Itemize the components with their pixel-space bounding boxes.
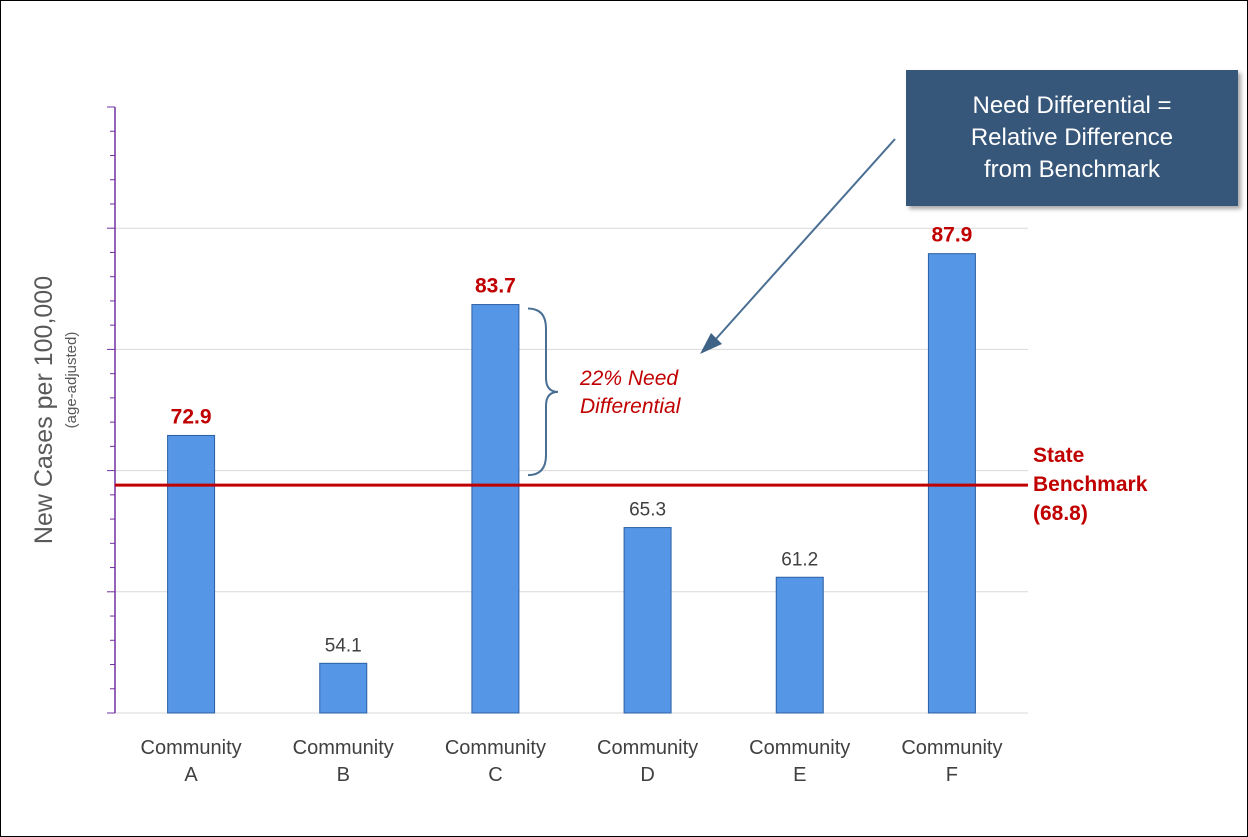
x-tick-label: Community — [749, 737, 850, 759]
data-label: 54.1 — [325, 635, 362, 656]
arrow-head — [700, 333, 722, 354]
benchmark-label: State — [1033, 444, 1084, 467]
data-label: 61.2 — [781, 549, 818, 570]
y-axis-sublabel: (age-adjusted) — [63, 332, 80, 429]
x-tick-label: Community — [597, 737, 698, 759]
data-label: 87.9 — [931, 224, 972, 247]
bars — [167, 253, 976, 714]
data-label: 83.7 — [475, 275, 516, 298]
benchmark-label: (68.8) — [1033, 502, 1088, 525]
y-axis — [107, 106, 116, 714]
bar — [319, 662, 368, 714]
bar — [471, 304, 520, 714]
brace-annotation-label: 22% Need — [579, 367, 679, 390]
bar — [927, 253, 976, 714]
callout-line-3: from Benchmark — [983, 156, 1161, 183]
x-tick-label: Community — [901, 737, 1002, 759]
x-tick-label: Community — [141, 737, 242, 759]
callout-line-1: Need Differential = — [972, 92, 1172, 119]
callout-arrow — [714, 138, 896, 341]
value-labels: 72.9 54.1 83.7 65.3 61.2 87.9 — [171, 224, 973, 657]
bar — [623, 527, 672, 714]
need-differential-annotation: 22% Need Differential — [527, 138, 896, 477]
bar — [775, 576, 824, 714]
x-tick-label: C — [488, 764, 502, 786]
data-label: 65.3 — [629, 500, 666, 521]
x-tick-label: E — [793, 764, 806, 786]
x-tick-label: A — [184, 764, 198, 786]
x-tick-label: D — [640, 764, 654, 786]
x-tick-label: Community — [445, 737, 546, 759]
callout-line-2: Relative Difference — [970, 124, 1174, 151]
y-axis-title: New Cases per 100,000 (age-adjusted) — [30, 276, 80, 544]
x-tick-label: B — [337, 764, 350, 786]
bar — [167, 434, 216, 714]
curly-brace — [527, 307, 559, 477]
x-tick-label: F — [946, 764, 958, 786]
brace-annotation-label: Differential — [580, 395, 682, 418]
callout-box: Need Differential = Relative Difference … — [906, 70, 1238, 206]
y-axis-label: New Cases per 100,000 — [30, 276, 58, 544]
benchmark: State Benchmark (68.8) — [115, 444, 1148, 525]
data-label: 72.9 — [171, 405, 212, 428]
benchmark-label: Benchmark — [1033, 473, 1148, 496]
x-tick-label: Community — [293, 737, 394, 759]
gridlines — [115, 227, 1028, 714]
x-tick-labels: Community A Community B Community C Community D… — [141, 737, 1003, 786]
